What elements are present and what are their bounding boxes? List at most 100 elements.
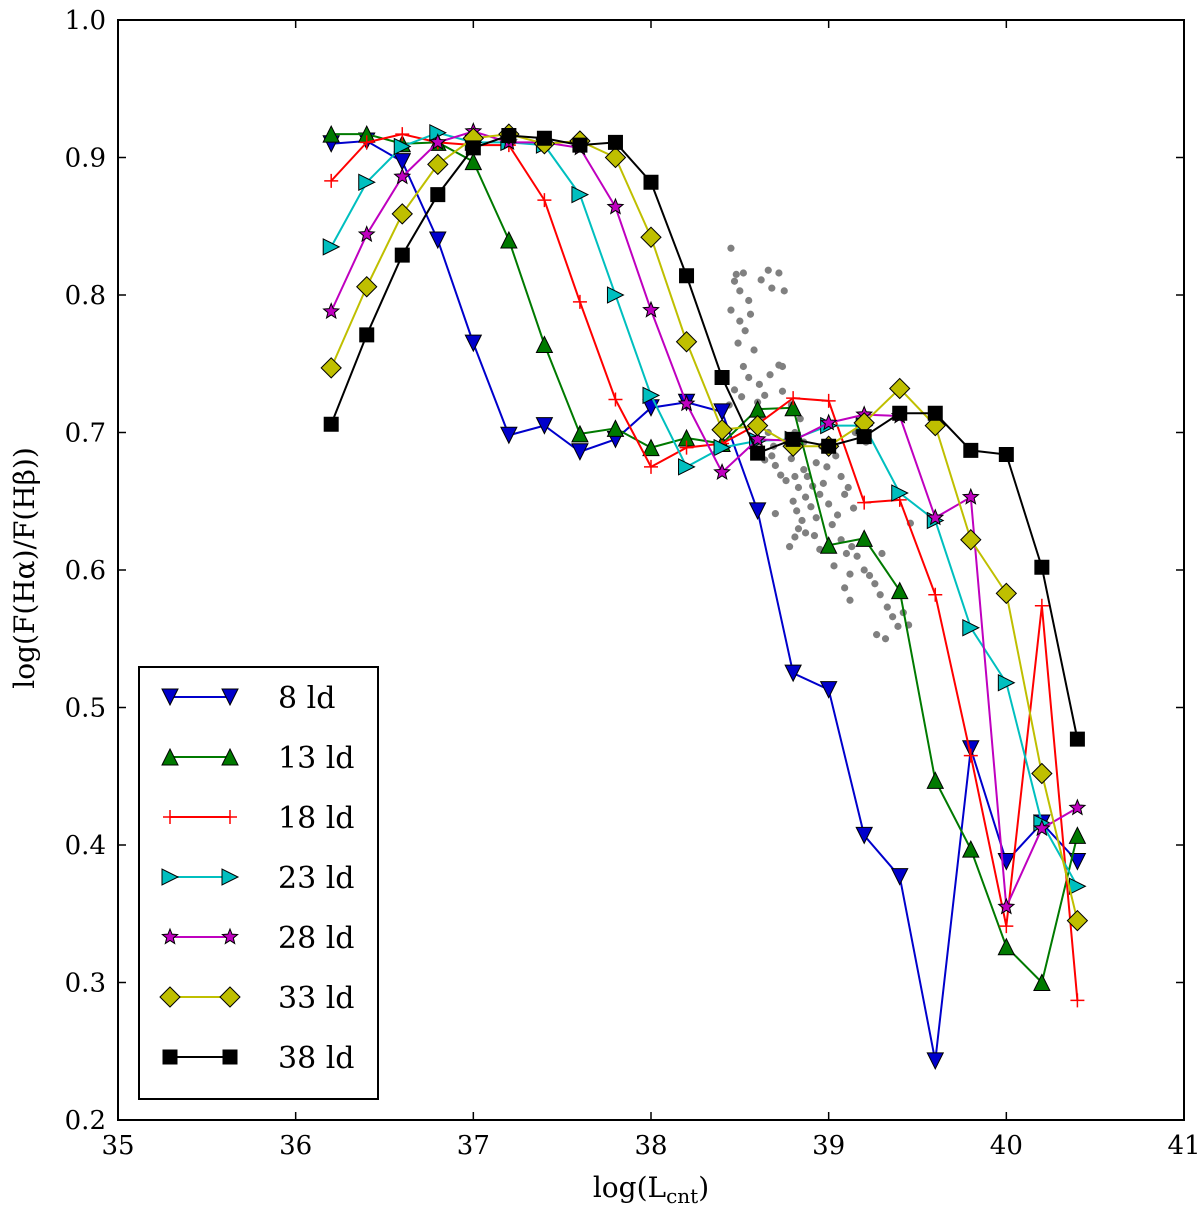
data-point — [535, 417, 554, 435]
data-point — [819, 413, 838, 431]
axis-ticks: 35 36 37 38 39 40 41 0.2 0.3 0.4 0.5 0.6 0.7 0.8 0.9 1.… — [65, 6, 1200, 1161]
observation-point — [794, 525, 803, 533]
data-point — [357, 225, 376, 243]
data-point — [604, 146, 627, 169]
observation-point — [798, 516, 806, 525]
data-point — [320, 357, 342, 379]
observation-point — [745, 296, 753, 305]
data-point — [750, 445, 766, 461]
data-point — [713, 403, 731, 421]
series-line — [330, 133, 1079, 1001]
legend-marker — [221, 747, 239, 766]
observation-point — [883, 603, 891, 611]
data-point — [500, 230, 518, 249]
data-point — [322, 125, 341, 143]
observation-point — [791, 533, 799, 541]
observation-point — [734, 339, 742, 347]
series-line — [330, 131, 1079, 887]
data-point — [997, 673, 1016, 692]
y-tick-label: 0.3 — [65, 969, 106, 999]
data-point — [537, 193, 552, 208]
y-axis-label: log(F(Hα)/F(Hβ)) — [8, 447, 41, 689]
observation-point — [871, 580, 879, 588]
legend-marker — [219, 986, 241, 1008]
data-point — [786, 391, 801, 406]
data-point — [1068, 798, 1087, 816]
observation-point — [739, 362, 747, 371]
observation-point — [730, 277, 739, 285]
data-point — [465, 140, 481, 156]
observation-point — [761, 391, 769, 399]
observation-point — [778, 387, 787, 395]
data-point — [926, 508, 945, 526]
x-axis-label: log(Lcnt) — [593, 1171, 709, 1208]
data-point — [785, 431, 801, 447]
data-point — [464, 152, 483, 171]
observation-point — [825, 500, 833, 508]
observation-point — [730, 386, 739, 394]
y-tick-label: 0.2 — [65, 1106, 106, 1136]
data-point — [642, 438, 660, 457]
series-13-ld — [322, 125, 1087, 991]
observation-point — [876, 591, 884, 599]
observation-point — [732, 270, 740, 278]
data-point — [963, 442, 979, 458]
observation-point — [775, 269, 783, 277]
observation-point — [755, 380, 763, 388]
data-point — [643, 174, 659, 190]
series-line — [330, 133, 1079, 921]
data-point — [607, 134, 623, 150]
data-point — [961, 840, 980, 858]
legend: 8 ld 13 ld 18 ld 23 ld 28 ld 33 ld 38 ld — [138, 666, 379, 1100]
observation-point — [842, 549, 851, 558]
data-point — [393, 137, 412, 156]
data-point — [391, 203, 413, 225]
observation-point — [848, 543, 856, 551]
data-point — [679, 268, 695, 284]
data-point — [535, 335, 554, 353]
data-point — [856, 429, 872, 445]
observation-point — [837, 472, 845, 481]
x-tick-label: 38 — [634, 1131, 667, 1161]
data-point — [572, 137, 588, 153]
observation-point — [801, 493, 810, 501]
observation-point — [878, 549, 886, 558]
x-tick-label: 36 — [279, 1131, 312, 1161]
data-point — [821, 438, 837, 454]
data-point — [928, 587, 943, 602]
data-point — [1070, 993, 1085, 1008]
legend-marker — [161, 927, 179, 945]
x-tick-label: 41 — [1167, 1131, 1200, 1161]
observation-point — [793, 507, 801, 515]
data-point — [926, 1052, 945, 1070]
observation-point — [849, 504, 858, 512]
data-point — [1069, 731, 1085, 747]
data-point — [746, 414, 769, 437]
series-line — [331, 139, 1079, 1062]
data-point — [821, 393, 836, 408]
data-point — [889, 377, 911, 400]
legend-marker — [161, 868, 180, 886]
data-point — [963, 748, 978, 763]
legend-entry: 33 ld — [159, 981, 355, 1016]
legend-entry: 13 ld — [161, 741, 355, 776]
observation-point — [812, 514, 820, 522]
data-point — [855, 826, 874, 845]
data-point — [430, 187, 446, 203]
observation-point — [727, 244, 735, 252]
data-point — [891, 484, 909, 502]
data-point — [1068, 826, 1087, 844]
x-tick-label: 35 — [101, 1131, 134, 1161]
data-point — [999, 919, 1014, 934]
observation-point — [757, 276, 765, 284]
data-point — [323, 416, 339, 432]
observation-point — [745, 373, 753, 382]
data-point — [356, 276, 378, 298]
data-point — [359, 135, 374, 150]
data-point — [927, 405, 943, 421]
data-point — [393, 167, 412, 185]
observation-point — [833, 511, 842, 519]
series-18-ld — [324, 127, 1085, 1008]
data-point — [962, 618, 980, 637]
